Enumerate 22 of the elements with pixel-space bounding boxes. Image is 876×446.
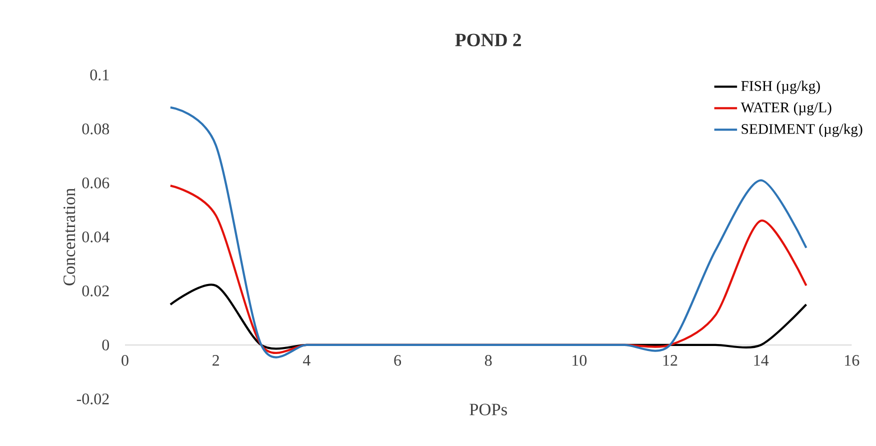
- x-tick-label: 16: [845, 355, 860, 366]
- x-tick-label: 8: [484, 355, 492, 366]
- y-tick-label: 0.02: [82, 286, 109, 296]
- legend-label: WATER (µg/L): [740, 102, 832, 116]
- x-tick-label: 2: [212, 355, 219, 366]
- y-tick-label: 0: [102, 340, 110, 350]
- x-tick-label: 4: [302, 355, 310, 366]
- y-tick-label: 0.04: [82, 232, 110, 242]
- y-axis-title: Concentration: [64, 188, 76, 286]
- x-tick-label: 0: [122, 355, 128, 366]
- y-tick-label: 0.08: [82, 124, 110, 134]
- x-tick-label: 14: [754, 355, 769, 366]
- x-axis-title: POPs: [470, 404, 507, 416]
- x-tick-label: 10: [572, 355, 587, 366]
- x-tick-label: 12: [663, 355, 678, 366]
- legend-label: SEDIMENT (µg/kg): [742, 124, 862, 137]
- y-tick-label: 0.06: [82, 178, 110, 188]
- chart-title: POND 2: [455, 34, 521, 46]
- y-tick-label: -0.02: [76, 394, 109, 404]
- x-tick-label: 6: [394, 355, 402, 366]
- y-tick-label: 0.1: [90, 70, 109, 80]
- legend-label: FISH (µg/kg): [741, 80, 820, 94]
